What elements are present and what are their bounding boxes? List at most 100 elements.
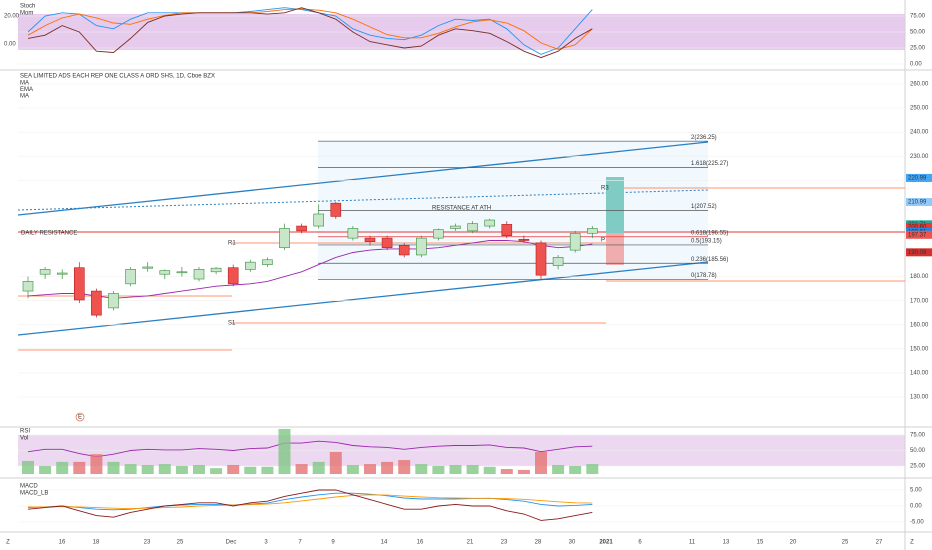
series-line [27, 8, 593, 50]
chart-title: SEA LIMITED ADS EACH REP ONE CLASS A ORD… [20, 74, 215, 80]
pivot-label: S1 [228, 321, 236, 327]
trend-line [17, 261, 709, 336]
x-tick-label: 28 [535, 540, 542, 546]
volume-bar [244, 466, 257, 474]
x-tick-label: 13 [723, 540, 730, 546]
fib-label: 1.618(225.27) [691, 161, 728, 167]
legend-entry: RSI [20, 429, 30, 435]
legend-entry: EMA [20, 87, 33, 93]
volume-bar [364, 464, 376, 474]
candle-body [210, 267, 222, 273]
price-tag-label: 190.09 [908, 250, 927, 256]
pivot-label: P [601, 238, 605, 244]
volume-bar [175, 465, 188, 474]
candle-body [398, 245, 410, 256]
x-tick-label: 9 [331, 540, 335, 546]
legend-entry: Mom [20, 11, 33, 17]
price-tag-label: 200.60 [908, 225, 927, 231]
volume-bar [56, 461, 69, 474]
x-tick-label: 23 [501, 540, 508, 546]
series-line [28, 494, 593, 510]
candle-body [586, 228, 598, 234]
x-tick-label: 20 [790, 540, 797, 546]
candle-body [56, 272, 68, 275]
candle-body [381, 237, 393, 249]
x-tick-label: 25 [842, 540, 849, 546]
candle-body [91, 290, 102, 316]
y-tick-label: 170.00 [910, 298, 929, 304]
volume-bar [261, 466, 274, 474]
x-tick-label: 14 [381, 540, 388, 546]
candle-body [450, 225, 461, 229]
y-tick-label: 250.00 [910, 106, 929, 112]
candle-body [245, 261, 256, 270]
ma-line [27, 240, 593, 299]
candle-body [364, 237, 376, 243]
volume-bar [432, 465, 445, 474]
volume-bar [586, 464, 599, 474]
y-tick-label: 0.00 [910, 504, 922, 510]
y-tick-label: -5.00 [910, 520, 924, 526]
price-tag [906, 248, 932, 257]
candle-body [569, 232, 581, 251]
candle-body [518, 238, 530, 241]
candle-body [39, 269, 51, 275]
candle-body [262, 259, 273, 265]
x-tick-label: Dec [226, 540, 237, 546]
x-tick-label: 11 [689, 540, 696, 546]
side-label: 20.00 [4, 14, 20, 20]
candle-body [535, 242, 547, 276]
y-tick-label: 0.00 [910, 62, 922, 68]
x-tick-label: 18 [93, 540, 100, 546]
y-tick-label: 50.00 [910, 448, 926, 454]
volume-bar [346, 465, 359, 474]
y-tick-label: 240.00 [910, 130, 929, 136]
series-line [27, 489, 593, 521]
y-tick-label: 25.00 [910, 46, 926, 52]
candle-body [296, 225, 307, 232]
volume-bar [295, 464, 308, 474]
legend-entry: MACD_LB [20, 491, 48, 497]
y-tick-label: 150.00 [910, 346, 929, 352]
volume-bar [535, 451, 547, 474]
trend-line [17, 189, 709, 211]
volume-bar [329, 451, 342, 474]
series-line [27, 492, 593, 511]
volume-bar [39, 465, 52, 474]
volume-bar [449, 465, 462, 474]
volume-bar [90, 454, 103, 474]
y-tick-label: 75.00 [910, 14, 926, 20]
candle-body [552, 257, 564, 266]
fib-label: 0.236(185.56) [691, 257, 728, 263]
y-tick-label: 130.00 [910, 395, 929, 401]
candle-body [313, 213, 325, 227]
fib-label: 0.618(196.55) [691, 230, 728, 236]
volume-bar [73, 461, 86, 474]
price-tag [906, 223, 932, 232]
x-tick-label: 25 [177, 540, 184, 546]
x-tick-label: Z [910, 540, 914, 546]
y-tick-label: 260.00 [910, 82, 929, 88]
fib-label: 0.5(193.15) [691, 239, 722, 245]
y-tick-label: 140.00 [910, 371, 929, 377]
volume-bar [278, 429, 291, 474]
volume-bar [107, 461, 120, 474]
y-tick-label: 25.00 [910, 464, 926, 470]
series-line [27, 440, 593, 458]
x-tick-label: 27 [876, 540, 883, 546]
volume-bar [415, 464, 428, 474]
candle-body [415, 237, 427, 256]
x-tick-label: 15 [757, 540, 764, 546]
x-tick-label: 23 [144, 540, 151, 546]
legend-entry: Stoch [20, 4, 35, 10]
fib-label: 0(178.78) [691, 273, 717, 279]
x-tick-label: 16 [59, 540, 66, 546]
candle-body [108, 293, 119, 309]
event-marker [75, 412, 85, 422]
annotation: RESISTANCE AT ATH [432, 206, 491, 212]
legend-entry: MACD [20, 484, 38, 490]
x-tick-label: 6 [638, 540, 642, 546]
price-tag-label: 210.99 [908, 200, 927, 206]
candle-body [484, 219, 496, 227]
x-tick-label: 30 [569, 540, 576, 546]
